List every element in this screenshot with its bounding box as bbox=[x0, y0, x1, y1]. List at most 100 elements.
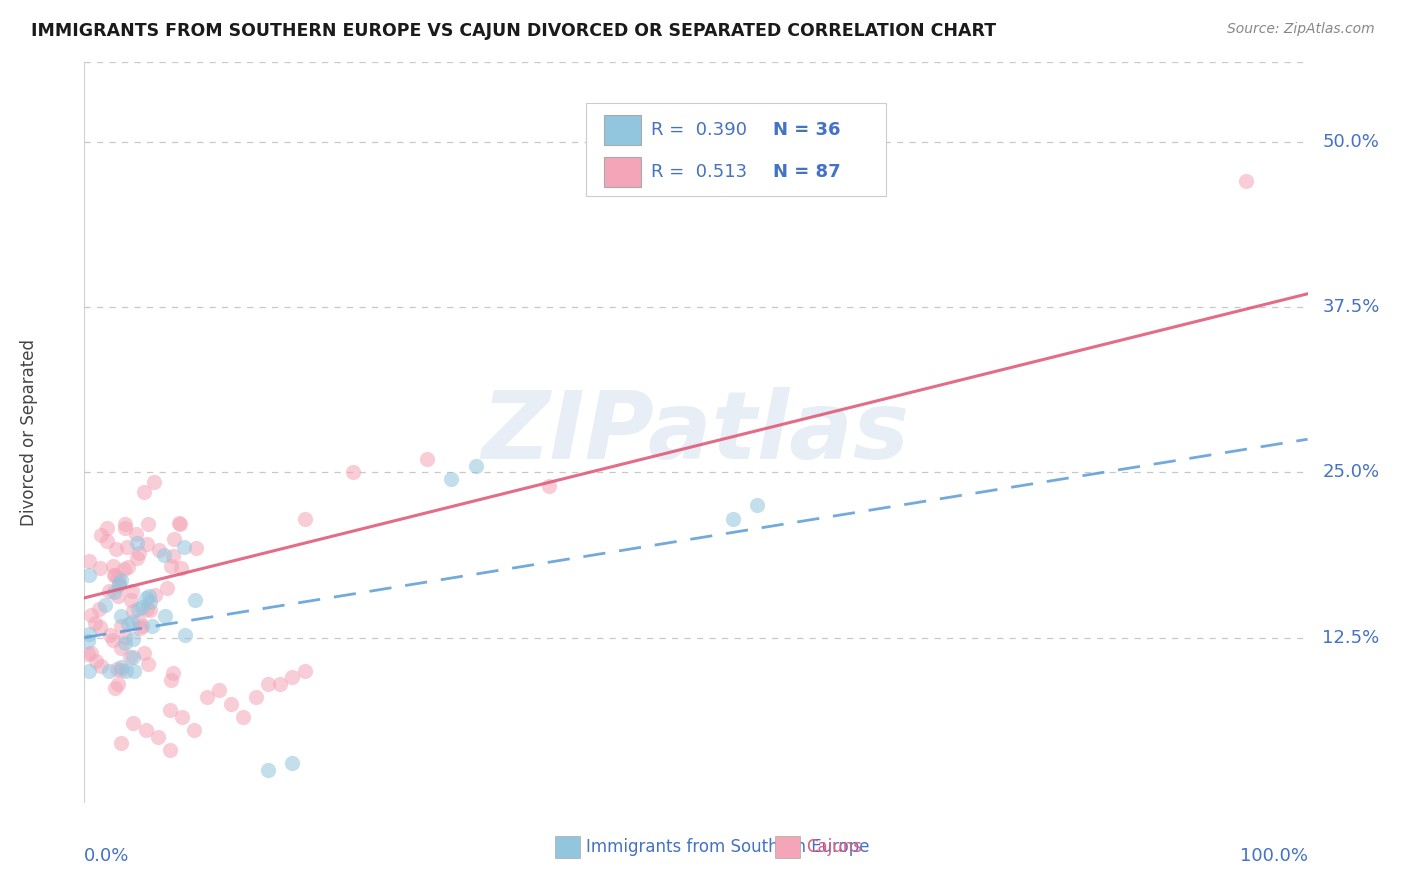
Point bbox=[184, 593, 207, 607]
Point bbox=[136, 517, 159, 532]
Text: 100.0%: 100.0% bbox=[1240, 847, 1308, 865]
Point bbox=[107, 571, 129, 585]
Point bbox=[104, 681, 127, 696]
Point bbox=[135, 591, 157, 605]
Point bbox=[162, 549, 184, 563]
Point bbox=[245, 690, 267, 704]
Point bbox=[89, 561, 111, 575]
Point bbox=[98, 584, 121, 599]
Point bbox=[173, 540, 195, 554]
Point bbox=[77, 627, 100, 641]
Point bbox=[174, 628, 197, 642]
Point bbox=[90, 659, 112, 673]
Text: R =  0.390: R = 0.390 bbox=[651, 120, 747, 139]
Point bbox=[159, 559, 181, 574]
Point bbox=[77, 568, 100, 582]
Point bbox=[138, 603, 160, 617]
Point bbox=[117, 617, 139, 632]
Point bbox=[122, 716, 145, 731]
Point bbox=[122, 650, 145, 665]
Point bbox=[110, 736, 132, 750]
Point bbox=[121, 583, 143, 598]
Point bbox=[143, 588, 166, 602]
Point bbox=[747, 499, 769, 513]
Point bbox=[153, 548, 176, 562]
Point bbox=[127, 602, 149, 616]
Point bbox=[87, 602, 110, 616]
Point bbox=[77, 634, 100, 648]
Point bbox=[142, 475, 165, 490]
FancyBboxPatch shape bbox=[605, 115, 641, 145]
Point bbox=[440, 472, 463, 486]
Point bbox=[136, 657, 159, 672]
Point bbox=[281, 670, 304, 684]
Point bbox=[105, 662, 128, 676]
Point bbox=[107, 677, 129, 691]
Point bbox=[257, 677, 280, 691]
Text: N = 36: N = 36 bbox=[773, 120, 841, 139]
Point bbox=[110, 608, 132, 623]
Point bbox=[121, 615, 143, 629]
Point bbox=[162, 665, 184, 680]
Point bbox=[84, 654, 107, 668]
Point bbox=[131, 619, 153, 633]
Point bbox=[186, 541, 208, 556]
Point bbox=[132, 485, 155, 500]
Text: 0.0%: 0.0% bbox=[84, 847, 129, 865]
Point bbox=[128, 621, 150, 635]
Point bbox=[148, 542, 170, 557]
Point bbox=[232, 710, 254, 724]
Point bbox=[96, 521, 118, 535]
Point bbox=[117, 559, 139, 574]
Text: Cajuns: Cajuns bbox=[806, 838, 862, 856]
Point bbox=[110, 663, 132, 677]
Text: 25.0%: 25.0% bbox=[1322, 463, 1379, 482]
FancyBboxPatch shape bbox=[586, 103, 886, 195]
Point bbox=[219, 697, 242, 711]
Point bbox=[281, 756, 304, 771]
Point bbox=[342, 465, 364, 479]
Point bbox=[110, 619, 132, 633]
Point bbox=[127, 551, 149, 566]
Point bbox=[110, 659, 132, 673]
FancyBboxPatch shape bbox=[605, 157, 641, 186]
Point bbox=[128, 614, 150, 628]
Point bbox=[294, 511, 316, 525]
Point bbox=[141, 619, 163, 633]
Point bbox=[77, 664, 100, 678]
Point bbox=[159, 703, 181, 717]
Point bbox=[159, 743, 181, 757]
Point bbox=[108, 577, 131, 591]
Point bbox=[114, 521, 136, 535]
Point bbox=[101, 633, 124, 648]
FancyBboxPatch shape bbox=[555, 836, 579, 858]
Point bbox=[103, 567, 125, 582]
Point bbox=[169, 561, 191, 575]
Point bbox=[1236, 174, 1258, 188]
Text: N = 87: N = 87 bbox=[773, 163, 841, 181]
Point bbox=[294, 664, 316, 678]
Point bbox=[104, 541, 127, 556]
Point bbox=[114, 630, 136, 644]
Point bbox=[107, 590, 129, 604]
Point bbox=[146, 730, 169, 744]
Point bbox=[122, 632, 145, 647]
Point bbox=[134, 646, 156, 660]
Point bbox=[90, 528, 112, 542]
Point bbox=[115, 664, 138, 678]
Text: 50.0%: 50.0% bbox=[1322, 133, 1379, 151]
Point bbox=[77, 647, 100, 661]
Point bbox=[80, 646, 103, 660]
Text: 37.5%: 37.5% bbox=[1322, 298, 1379, 316]
Point bbox=[121, 604, 143, 618]
Point bbox=[721, 511, 744, 525]
Point bbox=[138, 590, 160, 604]
Text: ZIPatlas: ZIPatlas bbox=[482, 386, 910, 479]
Point bbox=[416, 452, 439, 467]
Point bbox=[110, 640, 132, 655]
Point bbox=[128, 546, 150, 560]
Point bbox=[125, 527, 148, 541]
Point bbox=[98, 628, 121, 642]
Point bbox=[257, 763, 280, 777]
Point bbox=[139, 595, 162, 609]
